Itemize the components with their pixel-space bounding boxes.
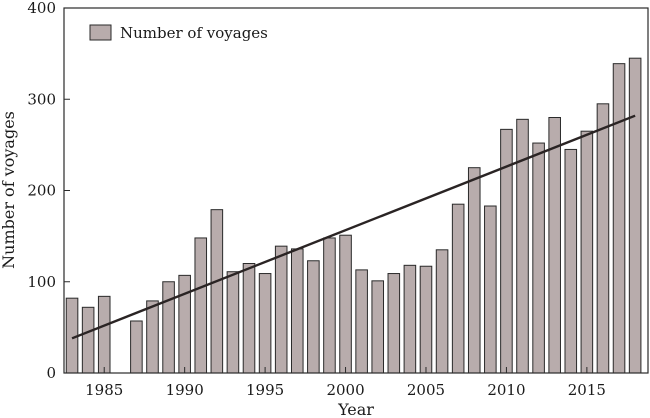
y-tick-label: 0 <box>46 364 56 382</box>
bar <box>81 306 95 374</box>
y-tick-label: 100 <box>27 273 56 291</box>
bar <box>97 295 111 374</box>
x-tick-label: 2005 <box>407 381 445 399</box>
legend-swatch <box>89 24 112 41</box>
bar <box>210 209 224 374</box>
bar <box>258 273 272 374</box>
bar <box>451 203 465 374</box>
x-tick-label: 2000 <box>326 381 364 399</box>
x-tick-label: 1995 <box>246 381 284 399</box>
bar <box>130 320 143 374</box>
bar <box>403 264 417 374</box>
bar <box>339 234 352 374</box>
bar <box>484 205 497 374</box>
bar <box>194 237 208 374</box>
trend-layer <box>71 114 636 340</box>
bar <box>162 281 175 374</box>
legend: Number of voyages <box>89 24 268 42</box>
bar <box>146 300 159 374</box>
trend-line <box>71 114 636 340</box>
bar <box>467 167 481 374</box>
bar <box>387 273 401 374</box>
bar <box>371 280 385 374</box>
legend-label: Number of voyages <box>120 24 268 42</box>
bar <box>532 142 545 374</box>
bar <box>307 260 320 374</box>
x-tick-label: 1985 <box>85 381 123 399</box>
bar <box>178 274 191 374</box>
bar <box>274 245 288 374</box>
y-tick-label: 400 <box>27 0 56 17</box>
bar <box>435 249 449 374</box>
bar <box>564 148 578 374</box>
bar <box>323 237 336 374</box>
x-tick-label: 2015 <box>568 381 606 399</box>
x-tick-label: 2010 <box>487 381 525 399</box>
bar <box>548 117 561 374</box>
bar <box>596 103 610 374</box>
bar <box>628 57 642 374</box>
y-tick-label: 200 <box>27 182 56 200</box>
bar <box>355 269 368 374</box>
bar <box>419 265 433 374</box>
x-tick-label: 1990 <box>166 381 204 399</box>
axis-layer: 1985 1990 1995 2000 2005 2010 2015 0 100 200 300 40… <box>27 0 606 399</box>
bars-layer <box>65 57 642 374</box>
y-tick-label: 300 <box>27 90 56 108</box>
bar <box>612 63 626 374</box>
bar <box>290 248 304 374</box>
bar <box>242 263 256 374</box>
x-axis-title: Year <box>337 400 374 418</box>
y-axis-title: Number of voyages <box>0 111 18 269</box>
bar <box>226 271 240 374</box>
bar <box>580 130 594 374</box>
